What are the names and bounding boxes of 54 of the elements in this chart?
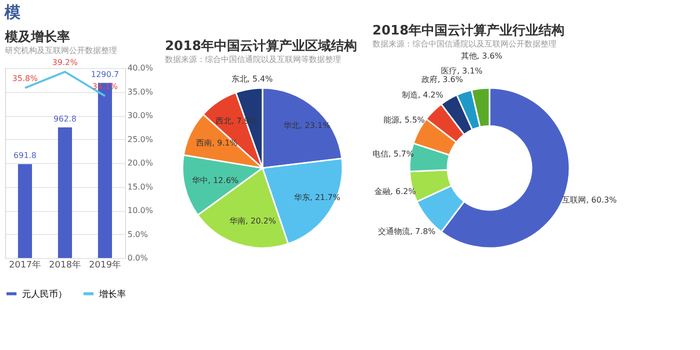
slice-label: 政府 — [422, 75, 438, 84]
data-label: , 23.1% — [300, 121, 331, 130]
slice-label: 金融 — [374, 187, 390, 196]
data-label: , 7.9% — [231, 116, 258, 126]
data-label: , 5.5% — [399, 115, 426, 124]
slice-label: 华中 — [192, 176, 208, 185]
y2-tick-label: 40.0% — [128, 64, 154, 72]
slice-label: 西北 — [215, 116, 232, 126]
data-label: , 12.6% — [208, 176, 239, 185]
slice-label: 华北 — [284, 121, 300, 130]
legend-label: 元人民币） — [22, 288, 67, 300]
x-tick-label: 2018年 — [49, 260, 81, 270]
y2-tick-label: 20.0% — [128, 158, 154, 168]
chart-subtitle: 数据来源：综合中国信通院以及互联网等数据整理 — [165, 55, 341, 64]
data-label: 35.8% — [12, 74, 38, 83]
slice-label: 东北 — [231, 74, 248, 84]
data-label: , 20.2% — [246, 216, 276, 226]
data-label: 39.2% — [52, 58, 78, 67]
chart-subtitle: 数据来源：综合中国信通院以及互联网公开数据整理 — [372, 40, 556, 49]
y2-tick-label: 10.0% — [128, 206, 154, 215]
slice-label: 其他 — [460, 52, 477, 61]
legend-label: 增长率 — [98, 288, 126, 300]
y2-tick-label: 0.0% — [128, 254, 148, 262]
y2-tick-label: 30.0% — [128, 111, 154, 120]
data-label: , 3.6% — [476, 52, 503, 61]
data-label: 1290.7 — [91, 70, 119, 79]
slice-label: 互联网 — [562, 195, 586, 204]
data-label: , 60.3% — [586, 195, 618, 204]
data-label: 962.8 — [54, 114, 76, 124]
x-tick-label: 2019年 — [89, 260, 121, 270]
y2-tick-label: 5.0% — [128, 230, 148, 239]
slice-label: 华南 — [230, 216, 246, 226]
slice-label: 电信 — [372, 149, 388, 158]
slice-label: 交通物流 — [378, 227, 410, 236]
chart-title: 2018年中国云计算产业行业结构 — [372, 22, 565, 39]
chart-subtitle: 研究机构及互联网公开数据整理 — [5, 46, 117, 55]
x-tick-label: 2017年 — [9, 260, 41, 270]
data-label: 691.8 — [14, 151, 36, 160]
text: 模 — [4, 2, 20, 22]
y2-tick-label: 25.0% — [128, 134, 154, 144]
data-label: , 4.2% — [418, 90, 444, 100]
chart-title: 模及增长率 — [4, 28, 70, 45]
slice-label: 西南 — [196, 138, 212, 148]
data-label: , 5.4% — [247, 74, 274, 84]
slice-label: 能源 — [383, 115, 400, 124]
y2-tick-label: 35.0% — [128, 87, 154, 96]
slice-label: 制造 — [402, 90, 418, 100]
data-label: , 3.6% — [438, 75, 464, 84]
chart-title: 2018年中国云计算产业区域结构 — [165, 38, 358, 54]
slice-label: 医疗 — [441, 66, 458, 76]
y2-tick-label: 15.0% — [128, 182, 154, 192]
data-label: , 3.1% — [457, 66, 483, 76]
slice-label: 华东 — [294, 192, 310, 202]
data-label: , 7.8% — [410, 227, 436, 236]
